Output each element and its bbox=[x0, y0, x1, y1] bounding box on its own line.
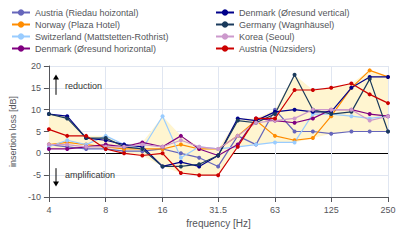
svg-text:125: 125 bbox=[324, 205, 339, 215]
svg-text:0: 0 bbox=[36, 148, 41, 158]
svg-text:15: 15 bbox=[31, 83, 41, 93]
svg-text:31.5: 31.5 bbox=[209, 205, 227, 215]
svg-text:10: 10 bbox=[31, 105, 41, 115]
svg-text:Denmark (Øresund horizontal): Denmark (Øresund horizontal) bbox=[35, 44, 156, 54]
svg-text:reduction: reduction bbox=[65, 81, 102, 91]
svg-text:Austria (Nüzsiders): Austria (Nüzsiders) bbox=[239, 44, 316, 54]
svg-text:250: 250 bbox=[380, 205, 395, 215]
svg-text:20: 20 bbox=[31, 61, 41, 71]
svg-text:frequency [Hz]: frequency [Hz] bbox=[186, 218, 251, 229]
svg-text:8: 8 bbox=[103, 205, 108, 215]
svg-text:Austria (Riedau hoizontal): Austria (Riedau hoizontal) bbox=[35, 8, 139, 18]
svg-text:amplification: amplification bbox=[65, 170, 115, 180]
svg-text:5: 5 bbox=[36, 127, 41, 137]
svg-text:Switzerland (Mattstetten-Rothr: Switzerland (Mattstetten-Rothrist) bbox=[35, 32, 169, 42]
svg-text:-5: -5 bbox=[33, 170, 41, 180]
svg-text:63: 63 bbox=[270, 205, 280, 215]
svg-text:Denmark (Øresund vertical): Denmark (Øresund vertical) bbox=[239, 8, 350, 18]
svg-text:Norway (Plaza Hotel): Norway (Plaza Hotel) bbox=[35, 20, 120, 30]
svg-text:-10: -10 bbox=[28, 192, 41, 202]
svg-text:4: 4 bbox=[46, 205, 51, 215]
svg-text:16: 16 bbox=[158, 205, 168, 215]
svg-text:insertion loss [dB]: insertion loss [dB] bbox=[8, 96, 18, 167]
svg-text:Korea (Seoul): Korea (Seoul) bbox=[239, 32, 295, 42]
svg-text:Germany (Wagnhäusel): Germany (Wagnhäusel) bbox=[239, 20, 334, 30]
